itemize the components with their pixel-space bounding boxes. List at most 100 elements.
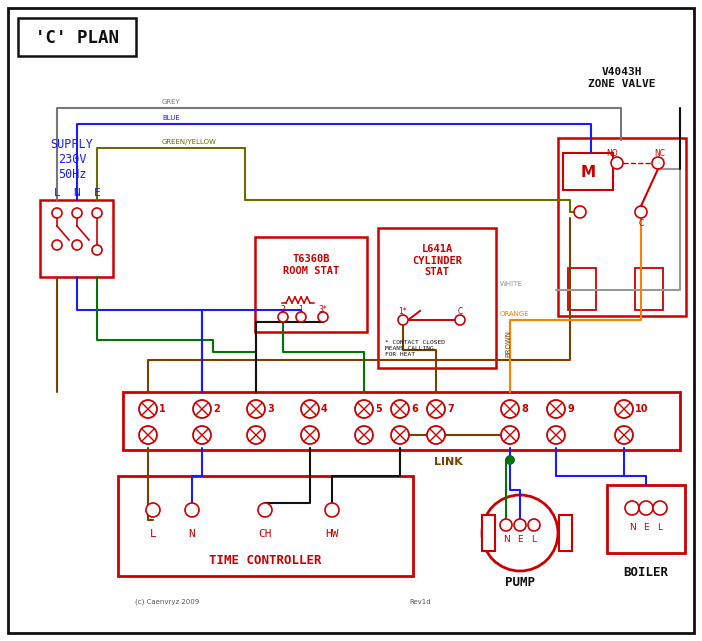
Circle shape	[247, 426, 265, 444]
Bar	[40, 200, 113, 277]
Circle shape	[301, 400, 319, 418]
Circle shape	[391, 426, 409, 444]
Text: CH: CH	[258, 529, 272, 539]
Circle shape	[547, 426, 565, 444]
Text: 10: 10	[635, 404, 649, 414]
Circle shape	[574, 206, 586, 218]
Text: C: C	[458, 306, 463, 315]
Bar	[635, 268, 663, 290]
Bar	[558, 138, 686, 316]
Text: E: E	[93, 188, 100, 198]
Circle shape	[258, 503, 272, 517]
Circle shape	[52, 240, 62, 250]
Text: N: N	[74, 188, 80, 198]
Text: 3*: 3*	[319, 304, 327, 313]
Text: BOILER: BOILER	[623, 565, 668, 578]
Circle shape	[506, 456, 514, 464]
Text: 8: 8	[521, 404, 528, 414]
Circle shape	[325, 503, 339, 517]
Bar	[563, 153, 613, 190]
Bar	[607, 485, 685, 553]
Text: 6: 6	[411, 404, 418, 414]
Text: LINK: LINK	[434, 457, 463, 467]
Text: L: L	[53, 188, 60, 198]
Text: E: E	[517, 535, 523, 544]
Circle shape	[398, 315, 408, 325]
Circle shape	[52, 208, 62, 218]
Bar	[482, 515, 495, 551]
Circle shape	[652, 157, 664, 169]
Text: Rev1d: Rev1d	[409, 599, 431, 605]
Circle shape	[139, 426, 157, 444]
Bar	[568, 290, 596, 310]
Circle shape	[501, 400, 519, 418]
Circle shape	[615, 400, 633, 418]
Text: 7: 7	[447, 404, 453, 414]
Bar	[378, 228, 496, 368]
Text: L: L	[150, 529, 157, 539]
Text: 2: 2	[281, 304, 286, 313]
Circle shape	[391, 400, 409, 418]
Text: C: C	[638, 219, 644, 228]
Text: N: N	[628, 522, 635, 531]
Circle shape	[514, 519, 526, 531]
Circle shape	[506, 456, 514, 464]
Text: NC: NC	[654, 149, 665, 158]
Circle shape	[72, 240, 82, 250]
Text: 9: 9	[567, 404, 574, 414]
Circle shape	[72, 208, 82, 218]
Circle shape	[278, 312, 288, 322]
Circle shape	[482, 495, 558, 571]
Text: V4043H
ZONE VALVE: V4043H ZONE VALVE	[588, 67, 656, 89]
Circle shape	[635, 206, 647, 218]
Text: ORANGE: ORANGE	[500, 311, 529, 317]
Text: * CONTACT CLOSED
MEANS CALLING
FOR HEAT: * CONTACT CLOSED MEANS CALLING FOR HEAT	[385, 340, 445, 356]
Bar	[635, 290, 663, 310]
Circle shape	[92, 208, 102, 218]
Text: SUPPLY
230V
50Hz: SUPPLY 230V 50Hz	[51, 138, 93, 181]
Text: WHITE: WHITE	[500, 281, 523, 287]
Circle shape	[455, 315, 465, 325]
Text: GREEN/YELLOW: GREEN/YELLOW	[162, 139, 217, 145]
Circle shape	[296, 312, 306, 322]
Circle shape	[193, 426, 211, 444]
Circle shape	[185, 503, 199, 517]
Text: NO: NO	[607, 149, 618, 158]
Circle shape	[301, 426, 319, 444]
Text: L641A
CYLINDER
STAT: L641A CYLINDER STAT	[412, 244, 462, 277]
Circle shape	[355, 426, 373, 444]
Bar	[18, 18, 136, 56]
Bar	[118, 476, 413, 576]
Circle shape	[501, 426, 519, 444]
Text: 1: 1	[298, 304, 303, 313]
Circle shape	[427, 400, 445, 418]
Circle shape	[500, 519, 512, 531]
Text: N: N	[503, 535, 510, 544]
Bar	[255, 237, 367, 332]
Text: 'C' PLAN: 'C' PLAN	[35, 29, 119, 47]
Text: 5: 5	[375, 404, 382, 414]
Bar	[123, 392, 680, 450]
Text: L: L	[531, 535, 536, 544]
Bar	[559, 515, 572, 551]
Text: 3: 3	[267, 404, 274, 414]
Circle shape	[139, 400, 157, 418]
Circle shape	[146, 503, 160, 517]
Text: HW: HW	[325, 529, 339, 539]
Text: L: L	[658, 522, 663, 531]
Circle shape	[355, 400, 373, 418]
Bar	[568, 268, 596, 290]
Circle shape	[427, 426, 445, 444]
Circle shape	[528, 519, 540, 531]
Text: 2: 2	[213, 404, 220, 414]
Text: 1: 1	[159, 404, 166, 414]
Circle shape	[625, 501, 639, 515]
Circle shape	[547, 400, 565, 418]
Circle shape	[611, 157, 623, 169]
Text: E: E	[643, 522, 649, 531]
Circle shape	[193, 400, 211, 418]
Text: (c) Caenvryz 2009: (c) Caenvryz 2009	[135, 599, 199, 605]
Text: BLUE: BLUE	[162, 115, 180, 121]
Text: M: M	[581, 165, 595, 179]
Circle shape	[318, 312, 328, 322]
